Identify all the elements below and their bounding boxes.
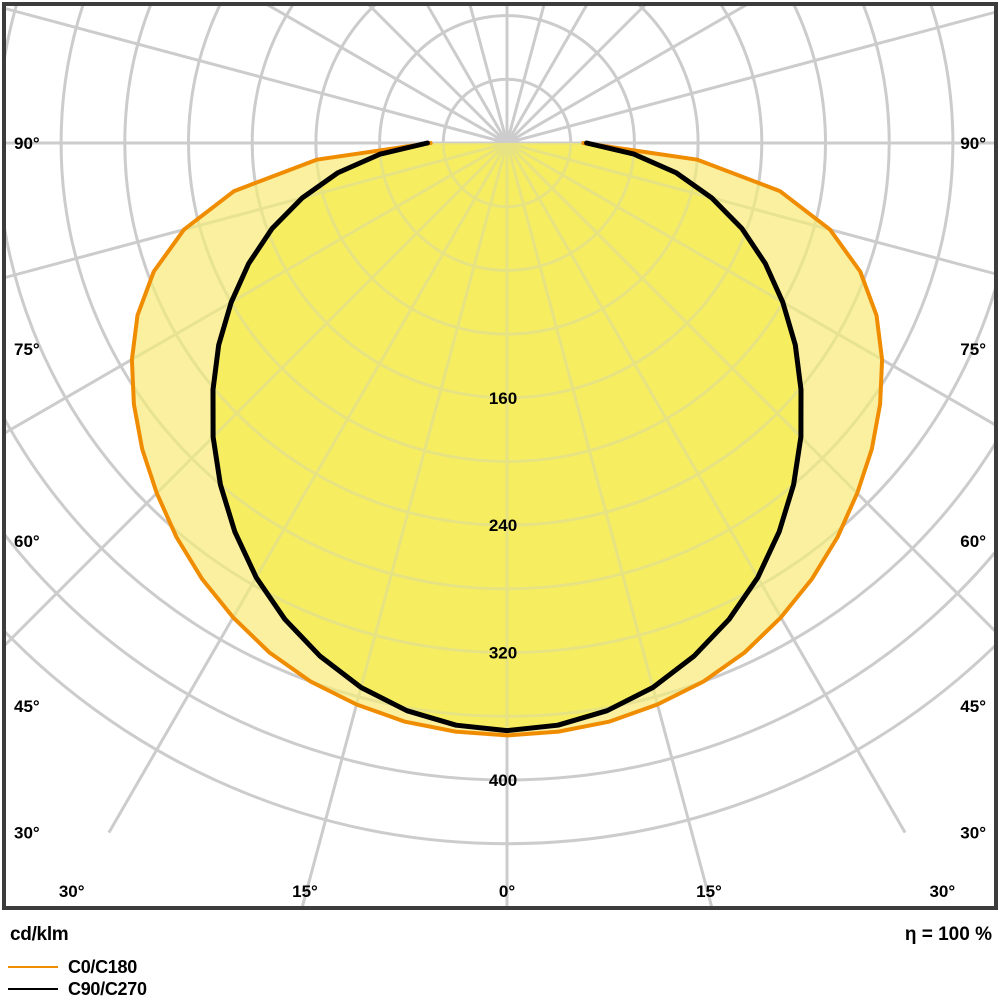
plot-frame: 90° 90° 75° 75° 60° 60° 45° 45° 30° 30° 30° 15° 0° 15… (2, 2, 998, 910)
angle-tick-bottom-3: 15° (696, 882, 722, 901)
angle-tick-right-90°: 90° (960, 134, 986, 153)
efficiency-label: η = 100 % (904, 924, 992, 945)
angle-tick-left-60°: 60° (14, 532, 40, 551)
angle-tick-right-60°: 60° (960, 532, 986, 551)
angle-tick-bottom-4: 30° (929, 882, 955, 901)
legend-item-c90-c270: C90/C270 (8, 978, 147, 1000)
angle-tick-bottom-1: 15° (292, 882, 318, 901)
legend: C0/C180 C90/C270 (8, 956, 147, 1000)
legend-item-c0-c180: C0/C180 (8, 956, 147, 978)
legend-swatch-c0-c180 (8, 966, 58, 968)
legend-label-c0-c180: C0/C180 (68, 956, 137, 977)
chart-footer: cd/klm η = 100 % C0/C180 C90/C270 (0, 912, 1000, 1000)
legend-label-c90-c270: C90/C270 (68, 978, 147, 999)
angle-tick-right-45°: 45° (960, 697, 986, 716)
angle-tick-bottom-2: 0° (499, 882, 515, 901)
radial-tick-320: 320 (489, 644, 517, 663)
angle-tick-bottom-0: 30° (59, 882, 85, 901)
angle-tick-left-45°: 45° (14, 697, 40, 716)
angle-tick-right-75°: 75° (960, 340, 986, 359)
polar-plot-svg: 90° 90° 75° 75° 60° 60° 45° 45° 30° 30° 30° 15° 0° 15… (6, 6, 994, 906)
angle-tick-left-90°: 90° (14, 134, 40, 153)
angle-tick-left-30°: 30° (14, 824, 40, 843)
unit-label: cd/klm (10, 924, 69, 945)
radial-tick-160: 160 (489, 389, 517, 408)
angle-tick-right-30°: 30° (960, 824, 986, 843)
radial-tick-400: 400 (489, 771, 517, 790)
radial-tick-240: 240 (489, 516, 517, 535)
legend-swatch-c90-c270 (8, 988, 58, 990)
angle-tick-left-75°: 75° (14, 340, 40, 359)
